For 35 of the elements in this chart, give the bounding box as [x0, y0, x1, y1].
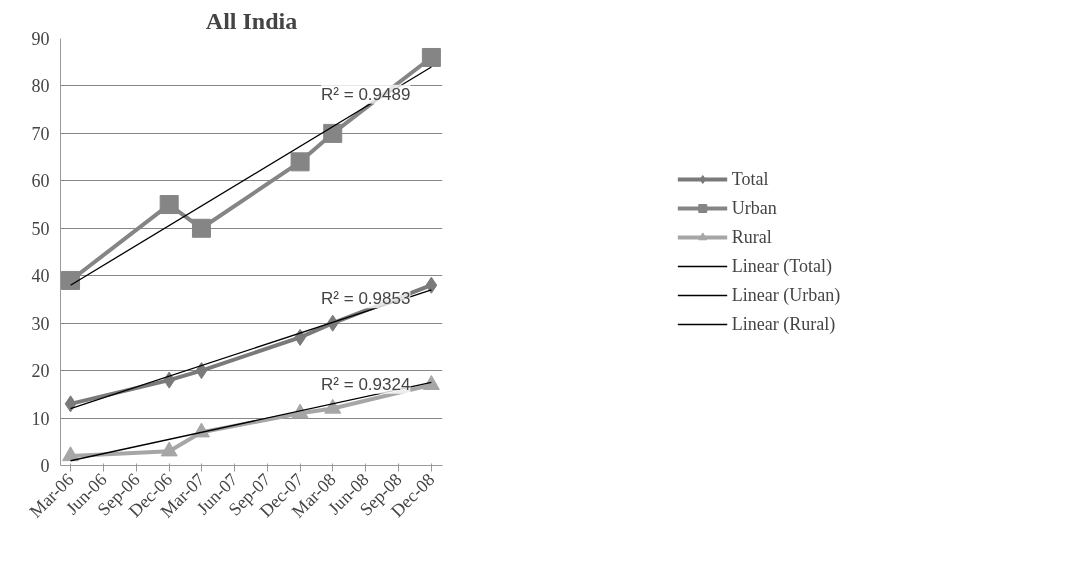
- legend-label: Rural: [731, 226, 772, 248]
- annotation: R² = 0.9853: [321, 289, 411, 309]
- y-tick-label: 80: [31, 76, 50, 97]
- legend-label: Linear (Rural): [731, 313, 836, 335]
- annotation: R² = 0.9324: [321, 374, 411, 394]
- y-tick-label: 30: [31, 313, 50, 334]
- point: [422, 375, 440, 390]
- y-tick-label: 70: [31, 123, 50, 144]
- point: [64, 395, 77, 413]
- point: [159, 195, 179, 215]
- point: [163, 371, 176, 389]
- y-tick-label: 50: [31, 218, 50, 239]
- y-tick-label: 40: [31, 266, 50, 287]
- y-tick-label: 20: [31, 361, 50, 382]
- point: [323, 123, 343, 143]
- point: [324, 398, 342, 414]
- y-tick-label: 60: [31, 171, 50, 192]
- point: [191, 218, 211, 238]
- point: [62, 446, 80, 462]
- point: [160, 441, 178, 457]
- y-tick-label: 0: [40, 456, 50, 476]
- legend-label: Linear (Total): [731, 255, 832, 277]
- point: [425, 276, 438, 294]
- point: [291, 403, 309, 419]
- point: [421, 47, 441, 67]
- chart-title: All India: [205, 7, 298, 34]
- y-tick-label: 10: [31, 408, 50, 429]
- point: [195, 362, 208, 380]
- y-tick-label: 90: [31, 29, 50, 49]
- point: [290, 152, 310, 172]
- point: [61, 270, 81, 290]
- legend-label: Total: [731, 168, 769, 190]
- legend-label: Linear (Urban): [731, 284, 841, 306]
- legend-label: Urban: [731, 197, 777, 219]
- annotation: R² = 0.9489: [321, 84, 411, 104]
